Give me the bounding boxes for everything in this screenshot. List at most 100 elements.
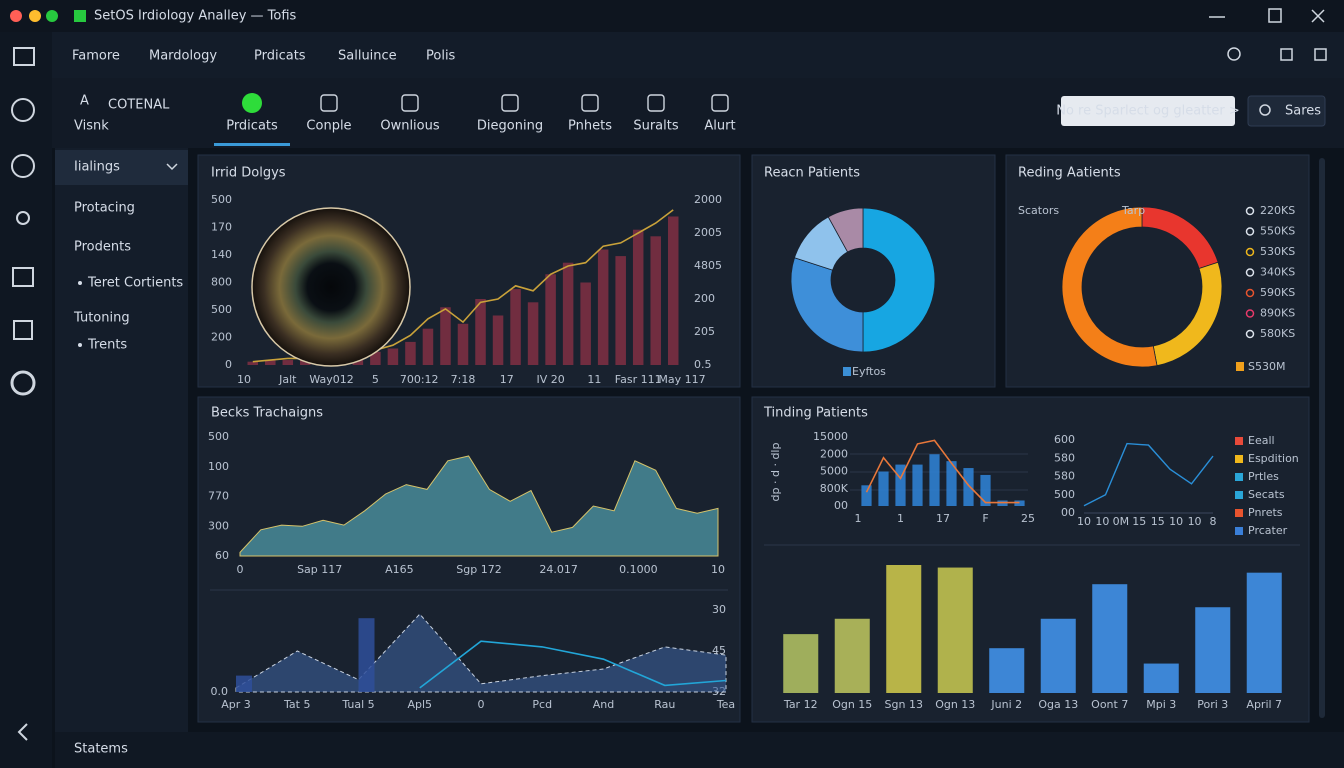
- bullet: [78, 281, 82, 285]
- rail-icon[interactable]: [16, 211, 30, 225]
- bar: [370, 351, 381, 365]
- x-tick-label: 10: [1188, 515, 1202, 528]
- rail-icon[interactable]: [13, 320, 33, 340]
- tool-icon[interactable]: [320, 94, 338, 112]
- collapse[interactable]: [17, 723, 28, 741]
- bar: [963, 468, 974, 506]
- legend-label: S530M: [1248, 360, 1285, 373]
- x-tick-label: April 7: [1246, 698, 1282, 711]
- tool-label[interactable]: Alurt: [704, 119, 735, 134]
- menu-item[interactable]: Polis: [426, 49, 456, 64]
- y2-tick-label: 30: [712, 603, 726, 616]
- legend-label: Espdition: [1248, 452, 1299, 465]
- legend-label: Secats: [1248, 488, 1285, 501]
- menu-item[interactable]: Famore: [72, 49, 120, 64]
- line: [419, 640, 727, 689]
- rail-icon[interactable]: [13, 47, 35, 66]
- y-tick-label: 5000: [820, 465, 848, 478]
- search-icon: [1259, 104, 1271, 116]
- y-tick-label: 800: [211, 276, 232, 289]
- search-icon[interactable]: [1227, 47, 1241, 61]
- sidebar-active[interactable]: [55, 150, 188, 185]
- y2-tick-label: 205: [694, 325, 715, 338]
- y-tick-label: 200: [211, 331, 232, 344]
- min-dot[interactable]: [29, 10, 41, 22]
- tool-icon[interactable]: [647, 94, 665, 112]
- x-tick-label: 15: [1132, 515, 1146, 528]
- x-tick-label: Ogn 13: [935, 698, 975, 711]
- y2-tick-label: 2005: [694, 226, 722, 239]
- x-tick-label: Mpi 3: [1146, 698, 1176, 711]
- menu-item[interactable]: Prdicats: [254, 49, 306, 64]
- tool-label[interactable]: Prdicats: [226, 119, 278, 134]
- close[interactable]: [1311, 9, 1325, 23]
- y-tick-label: 800K: [820, 482, 849, 495]
- rail-icon[interactable]: [11, 98, 35, 122]
- rail-icon[interactable]: [10, 370, 36, 396]
- tool-label[interactable]: Suralts: [633, 119, 679, 134]
- sidebar-item[interactable]: Iialings: [74, 160, 120, 175]
- search-box[interactable]: [1061, 96, 1235, 126]
- tool-icon[interactable]: [711, 94, 729, 112]
- legend-swatch: [1235, 509, 1243, 517]
- tool-label[interactable]: Conple: [306, 119, 351, 134]
- sidebar: [55, 148, 188, 732]
- x-tick-label: 10: [1077, 515, 1091, 528]
- legend-swatch: [1235, 473, 1243, 481]
- y-tick-label: 600: [1054, 433, 1075, 446]
- y-tick-label: 580: [1054, 470, 1075, 483]
- y-tick-label: 00: [834, 499, 848, 512]
- legend-swatch: [1235, 437, 1243, 445]
- y-tick-label: 500: [211, 303, 232, 316]
- x-tick-label: 0: [478, 698, 485, 711]
- y-tick-label: 0: [225, 358, 232, 371]
- menu-item[interactable]: Salluince: [338, 49, 397, 64]
- tool-icon[interactable]: [581, 94, 599, 112]
- tool-label[interactable]: Diegoning: [477, 119, 543, 134]
- legend-swatch: [843, 367, 851, 376]
- x-tick-label: 10: [1169, 515, 1183, 528]
- search-button[interactable]: [1247, 95, 1326, 127]
- panel-title: Reding Aatients: [1018, 166, 1121, 181]
- tool-label[interactable]: Pnhets: [568, 119, 612, 134]
- x-tick-label: 10: [237, 373, 251, 386]
- tool-icon[interactable]: [401, 94, 419, 112]
- x-tick-label: 24.017: [539, 563, 578, 576]
- panel: [751, 154, 996, 388]
- donut-segment: [827, 207, 864, 253]
- scrollbar[interactable]: [1319, 158, 1325, 718]
- legend-label: 890KS: [1260, 307, 1295, 320]
- bar: [615, 256, 626, 365]
- tool-icon[interactable]: [501, 94, 519, 112]
- x-tick-label: Pori 3: [1197, 698, 1228, 711]
- menu-icon[interactable]: [1280, 48, 1293, 61]
- x-tick-label: May 117: [658, 373, 705, 386]
- sidebar-item[interactable]: Protacing: [74, 201, 135, 216]
- max-dot[interactable]: [46, 10, 58, 22]
- tool-label[interactable]: Ownlious: [380, 119, 440, 134]
- bar: [946, 461, 957, 506]
- x-tick-label: Sap 117: [297, 563, 342, 576]
- y-tick-label: 500: [208, 430, 229, 443]
- maximize[interactable]: [1268, 8, 1282, 23]
- menu-icon[interactable]: [1314, 48, 1327, 61]
- rail-icon[interactable]: [11, 154, 35, 178]
- donut-segment: [790, 257, 864, 353]
- y-tick-label: 500: [211, 193, 232, 206]
- legend-swatch: [1235, 455, 1243, 463]
- eye-image: [251, 207, 411, 367]
- close-dot[interactable]: [10, 10, 22, 22]
- sidebar-item[interactable]: Prodents: [74, 240, 131, 255]
- sidebar-item[interactable]: Tutoning: [73, 311, 130, 326]
- x-tick-label: 0.1000: [619, 563, 658, 576]
- area: [235, 613, 727, 693]
- sidebar-item[interactable]: Teret Cortients: [87, 276, 183, 291]
- window-title: SetOS Irdiology Analley — Tofis: [94, 9, 297, 24]
- bar: [783, 634, 819, 693]
- rail-icon[interactable]: [12, 267, 34, 287]
- sidebar-item[interactable]: Trents: [87, 338, 127, 353]
- legend-label: 550KS: [1260, 225, 1295, 238]
- x-tick-label: Way012: [309, 373, 353, 386]
- menu-item[interactable]: Mardology: [149, 49, 217, 64]
